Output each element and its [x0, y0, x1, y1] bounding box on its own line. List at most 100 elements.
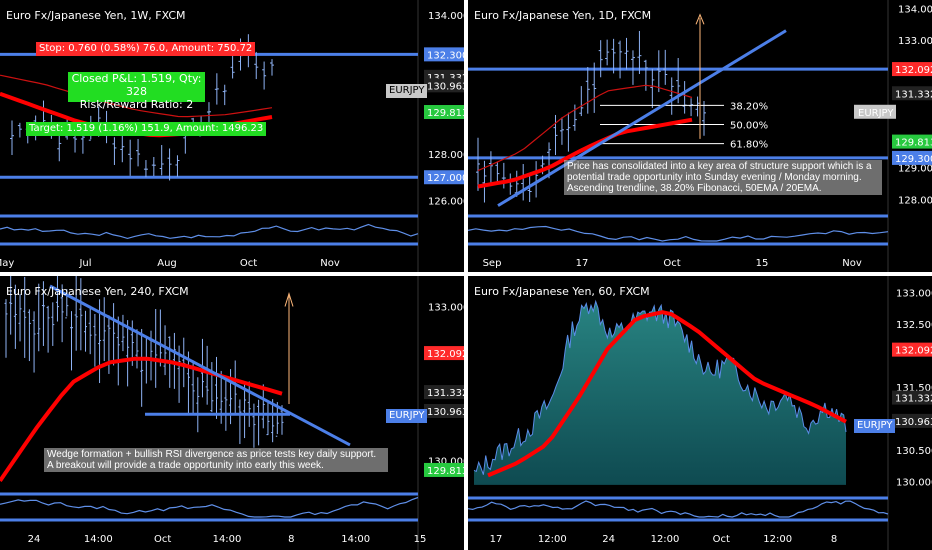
price-tag-lower-bg [892, 150, 932, 165]
price-tag-current: 130.963 [895, 417, 932, 428]
rsi-line [0, 496, 419, 518]
projection-arrow-head [284, 292, 294, 307]
descending-trendline [49, 284, 351, 447]
x-tick-label: 14:00 [341, 534, 370, 545]
x-tick-label: 17 [490, 534, 503, 545]
price-tag-last-bg [892, 390, 932, 405]
price-tag-upper: 132.092 [895, 346, 932, 357]
projection-arrow-head [695, 13, 705, 25]
ema-20-line [477, 84, 693, 172]
x-tick-label: 12:00 [763, 534, 792, 545]
chart-panel-240[interactable]: 133.000 130.000 132.092 131.332 130.963 129.8… [0, 276, 464, 550]
price-tag-last: 131.332 [427, 73, 464, 84]
price-tag-current: 130.963 [427, 407, 464, 418]
x-tick-label: Sep [483, 258, 502, 269]
price-tag-target: 129.813 [427, 466, 464, 477]
price-tag-upper-bg [892, 62, 932, 77]
price-tag-upper-bg [424, 47, 464, 62]
price-tag-last: 131.332 [895, 394, 932, 405]
x-tick-label: Oct [713, 534, 730, 545]
symbol-tag: EURJPY [386, 84, 428, 98]
price-tag-upper: 132.092 [427, 349, 464, 360]
rsi-line [468, 500, 889, 518]
ema-50-line [477, 117, 693, 189]
price-tag-lower: 129.300 [895, 154, 932, 165]
price-area [474, 301, 846, 485]
y-tick-label: 129.000 [898, 163, 932, 174]
rsi-line [468, 225, 889, 242]
chart-panel-daily[interactable]: 134.000 133.000 129.000 128.000 38.20% 50.00%… [468, 0, 932, 272]
x-tick-label: 8 [831, 534, 837, 545]
panel-title: Euro Fx/Japanese Yen, 1W, FXCM [6, 9, 186, 22]
y-tick-label: 130.500 [896, 446, 932, 457]
y-tick-label: 128.000 [898, 195, 932, 206]
stop-label: Stop: 0.760 (0.58%) 76.0, Amount: 750.72 [36, 42, 256, 56]
x-tick-label: 14:00 [84, 534, 113, 545]
closed-pnl-box: Closed P&L: 1.519, Qty: 328 Risk/Reward … [68, 72, 205, 111]
analysis-note: Wedge formation + bullish RSI divergence… [44, 448, 388, 472]
y-tick-label: 126.000 [428, 196, 464, 207]
panel-title: Euro Fx/Japanese Yen, 60, FXCM [474, 285, 650, 298]
ema-50-line [487, 310, 847, 478]
x-tick-label: Oct [240, 258, 257, 269]
price-tag-target-bg [892, 134, 932, 149]
price-tag-lower: 127.000 [427, 173, 464, 184]
weekly-chart-svg: 134.000 128.000 126.000 132.300 131.332130.9… [0, 0, 464, 272]
price-tag-upper-bg [424, 346, 464, 361]
fib-level-label: 61.80% [730, 140, 768, 151]
x-tick-label: Jul [78, 258, 91, 269]
rsi-line [0, 223, 419, 240]
x-tick-label: 24 [602, 534, 615, 545]
x-tick-label: Oct [663, 258, 680, 269]
price-tag-target: 129.813 [427, 108, 464, 119]
y-tick-label: 134.000 [428, 11, 464, 22]
x-tick-label: 15 [414, 534, 427, 545]
price-tag-last-bg [424, 385, 464, 400]
symbol-tag-bg [854, 104, 896, 119]
symbol-tag: EURJPY [386, 409, 428, 423]
price-line [473, 299, 847, 475]
price-tag-current-bg [424, 78, 464, 93]
symbol-tag: EURJPY [858, 108, 894, 119]
analysis-note: Price has consolidated into a key area o… [564, 160, 882, 195]
fib-level-label: 50.00% [730, 121, 768, 132]
h4-chart-svg: 133.000 130.000 132.092 131.332 130.963 129.8… [0, 276, 464, 550]
h1-chart-svg: 133.000 132.500 131.500 130.500 130.000 132.0… [468, 276, 932, 550]
price-tag-upper-bg [892, 342, 932, 357]
x-tick-label: May [0, 258, 14, 269]
price-tag-target-bg [424, 462, 464, 477]
y-tick-label: 133.000 [898, 36, 932, 47]
price-tag-target: 129.813 [895, 138, 932, 149]
price-tag-target-bg [424, 105, 464, 120]
price-tag-last: 131.332 [895, 89, 932, 100]
x-tick-label: 14:00 [213, 534, 242, 545]
price-tag-last: 131.332 [427, 388, 464, 399]
closed-pnl-label: Closed P&L: 1.519, Qty: 328 [71, 72, 202, 98]
price-tag-upper: 132.092 [895, 65, 932, 76]
daily-chart-svg: 134.000 133.000 129.000 128.000 38.20% 50.00%… [468, 0, 932, 272]
x-tick-label: Oct [154, 534, 171, 545]
x-tick-label: Nov [320, 258, 340, 269]
price-tag-current-bg [892, 413, 932, 428]
x-tick-label: 17 [576, 258, 589, 269]
target-label: Target: 1.519 (1.16%) 151.9, Amount: 149… [26, 122, 267, 136]
y-tick-label: 130.000 [896, 478, 932, 489]
y-tick-label: 130.000 [428, 456, 464, 467]
panel-title: Euro Fx/Japanese Yen, 240, FXCM [6, 285, 189, 298]
ema-20-line [0, 74, 273, 118]
panel-title: Euro Fx/Japanese Yen, 1D, FXCM [474, 9, 652, 22]
risk-reward-label: Risk/Reward Ratio: 2 [79, 98, 194, 111]
price-tag-upper: 132.300 [427, 50, 464, 61]
chart-panel-weekly[interactable]: 134.000 128.000 126.000 132.300 131.332130.9… [0, 0, 464, 272]
x-tick-label: Aug [157, 258, 177, 269]
y-tick-label: 131.500 [896, 383, 932, 394]
price-tag-current: 130.963 [427, 81, 464, 92]
x-tick-label: 24 [28, 534, 41, 545]
chart-panel-60[interactable]: 133.000 132.500 131.500 130.500 130.000 132.0… [468, 276, 932, 550]
y-tick-label: 134.000 [898, 4, 932, 15]
x-tick-label: 8 [288, 534, 294, 545]
ema-50-line [0, 356, 283, 483]
price-tag-current-bg [424, 403, 464, 418]
x-tick-label: Nov [842, 258, 862, 269]
y-tick-label: 133.000 [428, 303, 464, 314]
